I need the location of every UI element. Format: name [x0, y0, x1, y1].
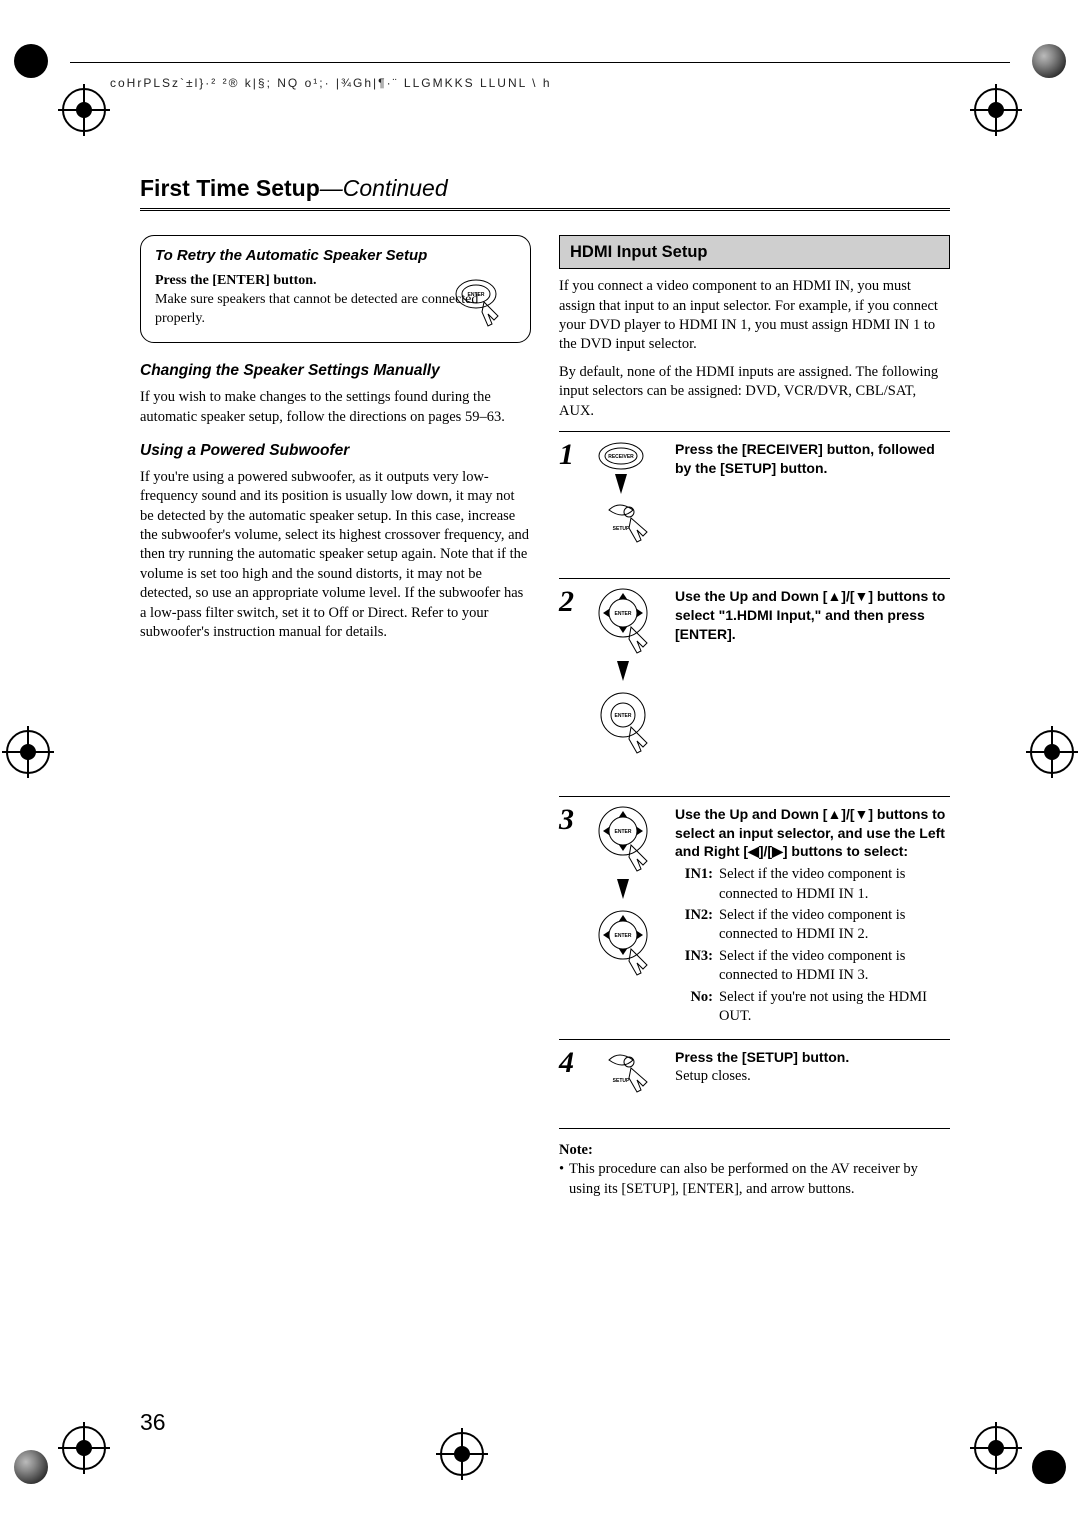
hdmi-box-title: HDMI Input Setup [559, 235, 950, 269]
bullet-icon: • [559, 1160, 565, 1199]
option-label: IN2: [675, 906, 713, 945]
steps-list: 1 RECEIVER SETUP [559, 431, 950, 1129]
svg-text:ENTER: ENTER [615, 713, 632, 719]
option-row: IN1: Select if the video component is co… [675, 865, 950, 904]
reg-mark-top-left-outer [14, 44, 48, 78]
note-text: This procedure can also be performed on … [569, 1160, 950, 1199]
svg-text:ENTER: ENTER [615, 933, 632, 939]
note-block: Note: • This procedure can also be perfo… [559, 1141, 950, 1199]
callout-line1: Press the [ENTER] button. [155, 273, 317, 288]
svg-text:SETUP: SETUP [613, 1078, 630, 1084]
reg-mark-bottom-left [14, 1450, 48, 1484]
option-row: IN3: Select if the video component is co… [675, 947, 950, 986]
reg-cross-top-left [62, 88, 106, 132]
step-4-text: Press the [SETUP] button. Setup closes. [675, 1048, 950, 1114]
step-num: 1 [559, 440, 583, 566]
step-2-text: Use the Up and Down [▲]/[▼] buttons to s… [675, 587, 950, 783]
enter-button-icon: ENTER [454, 278, 510, 328]
option-label: No: [675, 988, 713, 1027]
reg-cross-bot-left [62, 1426, 106, 1470]
right-column: HDMI Input Setup If you connect a video … [559, 235, 950, 1199]
option-value: Select if the video component is connect… [719, 947, 950, 986]
option-row: IN2: Select if the video component is co… [675, 906, 950, 945]
step-4-sub: Setup closes. [675, 1068, 751, 1084]
callout-title: To Retry the Automatic Speaker Setup [155, 246, 516, 266]
svg-text:RECEIVER: RECEIVER [608, 454, 634, 460]
reg-cross-mid-center [440, 1432, 484, 1476]
hdmi-intro-2: By default, none of the HDMI inputs are … [559, 363, 950, 421]
svg-text:ENTER: ENTER [468, 292, 485, 298]
option-label: IN1: [675, 865, 713, 904]
step-4: 4 SETUP Press the [SETUP] button [559, 1039, 950, 1129]
step-3-text: Use the Up and Down [▲]/[▼] buttons to s… [675, 805, 950, 1027]
retry-callout: To Retry the Automatic Speaker Setup Pre… [140, 235, 531, 343]
title-main: First Time Setup [140, 175, 320, 201]
step-3-options: IN1: Select if the video component is co… [675, 865, 950, 1026]
note-heading: Note: [559, 1141, 950, 1160]
reg-cross-mid-left [6, 730, 50, 774]
step-2: 2 ENTER [559, 578, 950, 795]
option-label: IN3: [675, 947, 713, 986]
reg-cross-mid-right [1030, 730, 1074, 774]
reg-mark-bottom-right [1032, 1450, 1066, 1484]
section-title: First Time Setup—Continued [140, 175, 950, 211]
step-1-icons: RECEIVER SETUP [593, 440, 665, 566]
step-num: 3 [559, 805, 583, 1027]
step-1: 1 RECEIVER SETUP [559, 431, 950, 578]
step-3-icons: ENTER ENTER [593, 805, 665, 1027]
option-row: No: Select if you're not using the HDMI … [675, 988, 950, 1027]
option-value: Select if the video component is connect… [719, 865, 950, 904]
reg-cross-top-right [974, 88, 1018, 132]
step-4-icons: SETUP [593, 1048, 665, 1114]
left-column: To Retry the Automatic Speaker Setup Pre… [140, 235, 531, 1199]
title-continued: —Continued [320, 175, 448, 201]
header-rule [70, 62, 1010, 63]
svg-text:SETUP: SETUP [613, 526, 630, 532]
option-value: Select if you're not using the HDMI OUT. [719, 988, 950, 1027]
manual-paragraph: If you wish to make changes to the setti… [140, 388, 531, 427]
callout-line2: Make sure speakers that cannot be detect… [155, 292, 478, 326]
step-1-text: Press the [RECEIVER] button, followed by… [675, 440, 950, 566]
reg-mark-top-right [1032, 44, 1066, 78]
step-3: 3 ENTER [559, 796, 950, 1039]
header-code-text: coHrPLSz`±l}·² ²® k|§; NQ o¹;· |¾Gh|¶·¨ … [110, 76, 552, 90]
subwoofer-paragraph: If you're using a powered subwoofer, as … [140, 468, 531, 643]
page-content: First Time Setup—Continued To Retry the … [140, 175, 950, 1199]
option-value: Select if the video component is connect… [719, 906, 950, 945]
step-2-icons: ENTER ENTER [593, 587, 665, 783]
subhead-subwoofer: Using a Powered Subwoofer [140, 441, 531, 462]
step-num: 2 [559, 587, 583, 783]
svg-text:ENTER: ENTER [615, 829, 632, 835]
step-num: 4 [559, 1048, 583, 1114]
svg-text:ENTER: ENTER [615, 611, 632, 617]
page-number: 36 [140, 1409, 166, 1436]
hdmi-intro-1: If you connect a video component to an H… [559, 277, 950, 355]
reg-cross-bot-right [974, 1426, 1018, 1470]
subhead-manual: Changing the Speaker Settings Manually [140, 361, 531, 382]
